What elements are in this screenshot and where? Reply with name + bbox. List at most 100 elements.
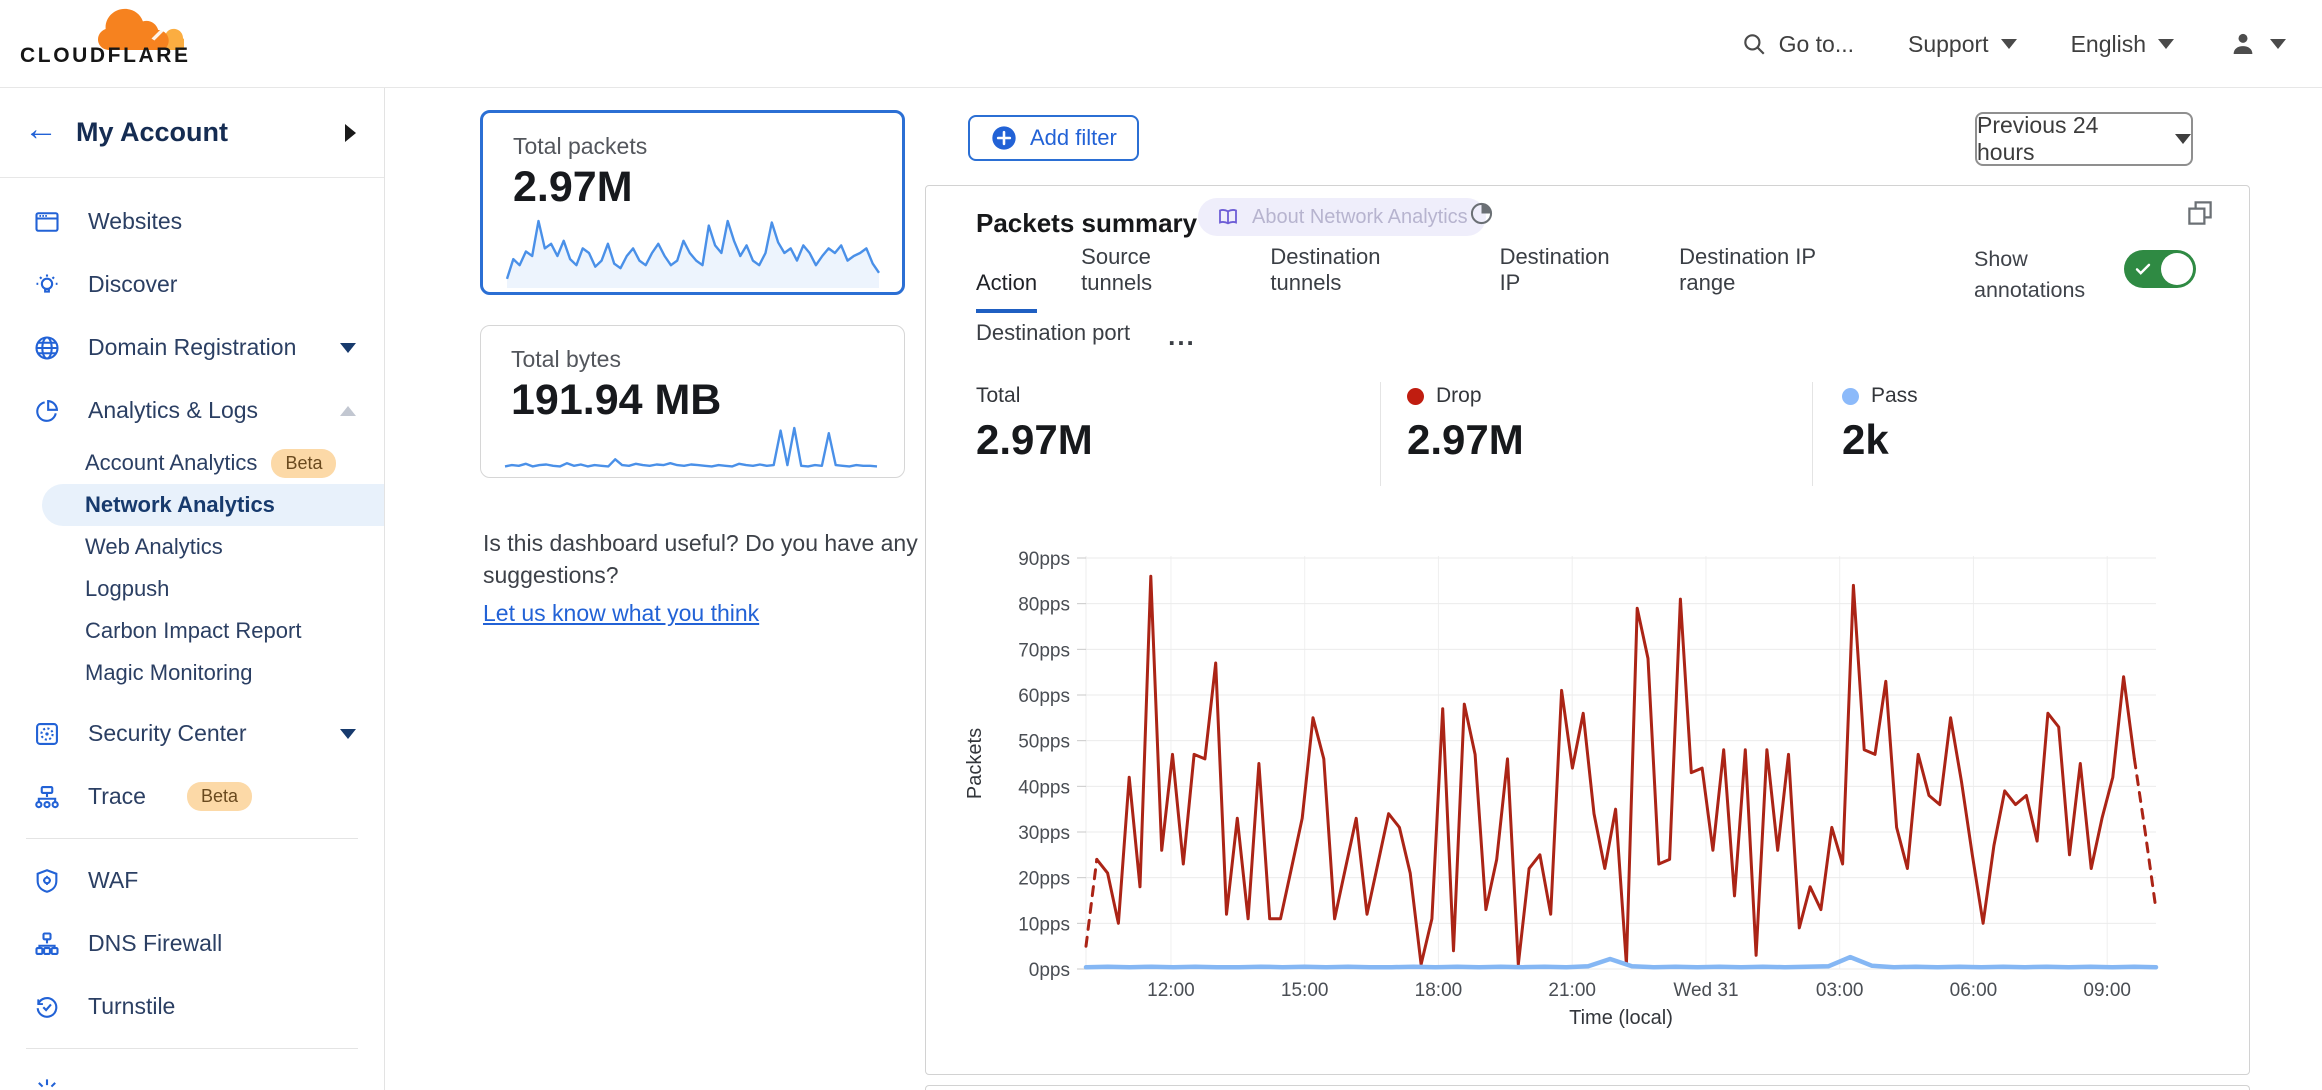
plus-circle-icon	[992, 126, 1016, 150]
svg-text:40pps: 40pps	[1018, 777, 1070, 798]
stat-label: Total	[976, 384, 1021, 407]
book-icon	[1219, 208, 1237, 225]
svg-text:30pps: 30pps	[1018, 823, 1070, 844]
next-panel-edge	[925, 1085, 2250, 1090]
chevron-right-icon[interactable]	[345, 123, 356, 142]
sidebar-item-domain-registration[interactable]: Domain Registration	[0, 316, 384, 379]
sidebar-item-logpush[interactable]: Logpush	[0, 568, 384, 610]
sidebar-item-dns-firewall[interactable]: DNS Firewall	[0, 912, 384, 975]
sidebar-item-account-analytics[interactable]: Account Analytics Beta	[0, 442, 384, 484]
time-range-label: Previous 24 hours	[1977, 112, 2099, 165]
tab-action[interactable]: Action	[976, 270, 1038, 313]
sidebar-item-label: DNS Firewall	[88, 930, 223, 956]
sidebar-item-turnstile[interactable]: Turnstile	[0, 975, 384, 1038]
breakdown-tabs: Action Source tunnels Destination tunnel…	[976, 244, 1876, 363]
beta-badge: Beta	[186, 782, 252, 811]
sidebar-item-web-analytics[interactable]: Web Analytics	[0, 526, 384, 568]
chevron-down-icon	[340, 728, 356, 739]
more-tabs-button[interactable]: ...	[1168, 320, 1196, 351]
sidebar-item-label: Logpush	[85, 576, 170, 601]
sidebar-item-network-analytics[interactable]: Network Analytics	[42, 484, 384, 526]
user-icon	[2233, 33, 2253, 54]
goto-search[interactable]: Go to...	[1741, 31, 1854, 58]
support-menu[interactable]: Support	[1908, 31, 2017, 58]
shield-gear-icon	[36, 868, 58, 893]
sidebar-item-magic-monitoring[interactable]: Magic Monitoring	[0, 652, 384, 694]
search-icon	[1743, 34, 1765, 55]
show-annotations-toggle[interactable]	[2124, 250, 2196, 288]
stat-value: 2.97M	[976, 416, 1093, 463]
sidebar-item-discover[interactable]: Discover	[0, 253, 384, 316]
tab-row-2: Destination port ...	[976, 320, 1876, 363]
bytes-sparkline	[504, 426, 878, 468]
back-arrow-icon[interactable]: ←	[24, 110, 58, 148]
card-value: 191.94 MB	[511, 376, 722, 424]
stat-divider	[1812, 382, 1813, 486]
svg-text:0pps: 0pps	[1029, 960, 1070, 981]
sidebar-item-partial[interactable]	[0, 1059, 384, 1090]
sidebar-item-security-center[interactable]: Security Center	[0, 702, 384, 765]
sidebar-item-websites[interactable]: Websites	[0, 190, 384, 253]
svg-text:90pps: 90pps	[1018, 549, 1070, 570]
card-label: Total packets	[513, 133, 648, 159]
svg-text:09:00: 09:00	[2083, 980, 2131, 1001]
sidebar-item-label: Magic Monitoring	[85, 660, 253, 685]
tab-destination-port[interactable]: Destination port	[976, 320, 1131, 345]
packets-time-series-chart[interactable]: 12:00 15:00 18:00 21:00 Wed 31 03:00 06:00 09:0…	[951, 544, 2211, 1049]
check-icon	[2135, 263, 2151, 275]
svg-text:70pps: 70pps	[1018, 640, 1070, 661]
account-menu[interactable]	[2228, 29, 2286, 59]
toggle-knob	[2161, 253, 2193, 285]
cloudflare-logo[interactable]: CLOUDFLARE	[20, 4, 188, 84]
stat-divider	[1380, 382, 1381, 486]
time-range-dropdown[interactable]: Previous 24 hours	[1975, 112, 2193, 166]
tab-destination-tunnels[interactable]: Destination tunnels	[1270, 244, 1381, 295]
sidebar-item-label: Security Center	[88, 720, 247, 746]
sidebar-item-trace[interactable]: Trace Beta	[0, 765, 384, 828]
sidebar-item-carbon-impact-report[interactable]: Carbon Impact Report	[0, 610, 384, 652]
expand-panel-icon[interactable]	[2185, 198, 2215, 228]
sidebar-item-waf[interactable]: WAF	[0, 849, 384, 912]
language-label: English	[2070, 30, 2146, 57]
account-name[interactable]: My Account	[76, 117, 229, 147]
sidebar-item-label: Discover	[88, 271, 178, 297]
add-filter-button[interactable]: Add filter	[968, 115, 1139, 161]
sidebar-item-label: WAF	[88, 867, 139, 893]
total-bytes-card[interactable]: Total bytes 191.94 MB	[480, 325, 905, 478]
svg-text:10pps: 10pps	[1018, 914, 1070, 935]
language-menu[interactable]: English	[2071, 31, 2174, 58]
stat-value: 2k	[1842, 416, 1889, 463]
sidebar-item-label: Websites	[88, 208, 183, 234]
stat-label: Pass	[1842, 384, 1918, 408]
drop-legend-dot	[1407, 387, 1424, 405]
sidebar-item-label: Turnstile	[88, 993, 176, 1019]
sidebar-item-label: Network Analytics	[85, 492, 275, 517]
tab-source-tunnels[interactable]: Source tunnels	[1081, 244, 1153, 295]
svg-text:03:00: 03:00	[1816, 980, 1864, 1001]
sidebar-item-analytics-logs[interactable]: Analytics & Logs	[0, 379, 384, 442]
svg-text:21:00: 21:00	[1548, 980, 1596, 1001]
tab-row-1: Action Source tunnels Destination tunnel…	[976, 244, 1876, 313]
time-pie-icon	[1470, 202, 1493, 225]
sidebar-item-label: Web Analytics	[85, 534, 223, 559]
card-value: 2.97M	[513, 163, 633, 211]
panel-title: Packets summary	[976, 208, 1198, 238]
cloudflare-cloud-icon	[98, 8, 184, 51]
vault-icon	[36, 722, 58, 745]
hierarchy-icon	[35, 931, 59, 955]
total-packets-card[interactable]: Total packets 2.97M	[480, 110, 905, 295]
goto-label: Go to...	[1778, 30, 1854, 57]
svg-text:Time (local): Time (local)	[1569, 1007, 1673, 1029]
svg-text:Packets: Packets	[964, 728, 986, 799]
sidebar-nav: Websites Discover Domain Registration	[0, 178, 384, 1090]
packets-summary-panel: Packets summary About Network Analytics …	[925, 185, 2250, 1075]
cloudflare-logo-text: CLOUDFLARE	[20, 44, 191, 67]
support-label: Support	[1908, 30, 1989, 57]
feedback-link[interactable]: Let us know what you think	[483, 600, 760, 626]
add-filter-label: Add filter	[1030, 125, 1117, 150]
trace-tree-icon	[35, 785, 59, 808]
tab-destination-ip[interactable]: Destination IP	[1499, 244, 1610, 295]
tab-destination-ip-range[interactable]: Destination IP range	[1679, 244, 1817, 295]
svg-text:12:00: 12:00	[1147, 980, 1195, 1001]
